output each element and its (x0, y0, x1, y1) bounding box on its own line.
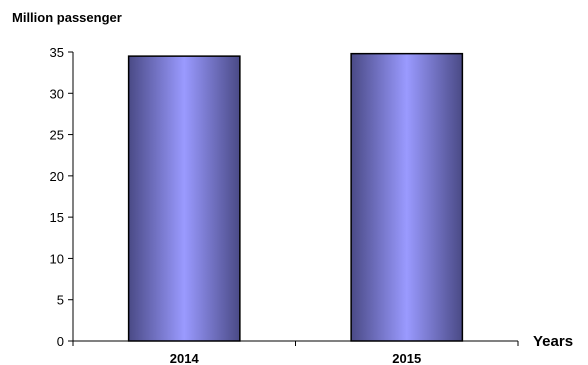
x-axis-title: Years (533, 333, 573, 350)
bar-2014 (127, 55, 241, 342)
y-tick-label: 20 (50, 169, 64, 184)
y-tick-label: 35 (50, 45, 64, 60)
y-tick-label: 5 (57, 293, 64, 308)
y-tick-label: 15 (50, 210, 64, 225)
y-tick-label: 30 (50, 86, 64, 101)
x-tick-label: 2014 (170, 351, 200, 365)
y-axis-title: Million passenger (12, 10, 122, 25)
x-tick-label: 2015 (392, 351, 421, 365)
bar-2015 (350, 52, 464, 342)
y-tick-label: 10 (50, 251, 64, 266)
y-tick-label: 25 (50, 128, 64, 143)
y-tick-label: 0 (57, 334, 64, 349)
